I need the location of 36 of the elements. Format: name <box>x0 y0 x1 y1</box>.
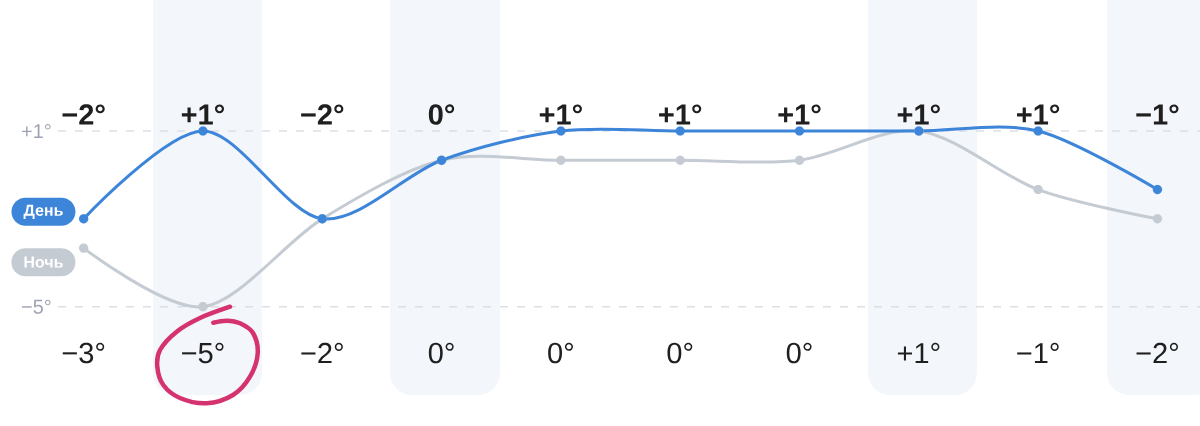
point <box>78 214 89 224</box>
data-label: −5° <box>182 342 224 364</box>
data-label: +1° <box>897 104 940 125</box>
point <box>556 126 566 136</box>
point <box>1033 126 1043 136</box>
point <box>1152 184 1163 195</box>
point <box>675 155 685 165</box>
data-label: +1° <box>1017 104 1060 125</box>
data-label: 0° <box>667 342 693 364</box>
data-label: −2° <box>301 342 343 364</box>
point <box>198 126 208 136</box>
point <box>794 126 805 136</box>
series-label: День <box>23 204 63 219</box>
data-label: −1° <box>1136 104 1179 125</box>
data-label: −1° <box>1017 342 1059 364</box>
data-label: −2° <box>1136 342 1179 364</box>
data-label: 0° <box>428 342 454 364</box>
point <box>675 126 685 136</box>
data-label: 0° <box>548 342 573 364</box>
data-label: +1° <box>778 104 821 125</box>
point <box>78 243 89 253</box>
point <box>1152 214 1163 224</box>
data-label: +1° <box>181 104 225 125</box>
data-label: −2° <box>62 104 105 125</box>
point <box>198 302 208 312</box>
data-label: 0° <box>428 104 455 125</box>
point <box>794 155 805 165</box>
data-label: −3° <box>62 342 105 364</box>
data-label: +1° <box>539 104 582 125</box>
data-label: −2° <box>301 104 344 125</box>
point <box>1033 184 1043 195</box>
data-label: +1° <box>659 104 702 125</box>
point <box>556 155 566 165</box>
data-label: 0° <box>786 342 812 364</box>
data-label: +1° <box>897 342 940 364</box>
series-label: Ночь <box>24 256 63 268</box>
